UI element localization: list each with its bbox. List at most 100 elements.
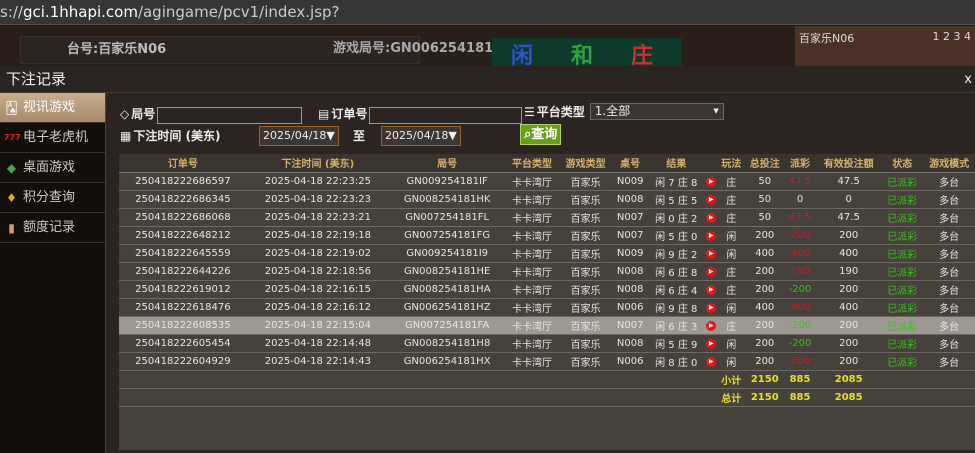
tie-zone: 和: [570, 44, 593, 69]
query-button[interactable]: ⌕查询: [520, 124, 562, 145]
grand_total-payout: 885: [784, 388, 816, 407]
table-row[interactable]: 250418222686597 2025-04-18 22:23:25 GN0092…: [119, 172, 975, 191]
play-video-icon[interactable]: ▶: [706, 231, 717, 241]
play-video-icon[interactable]: ▶: [706, 195, 717, 205]
game-mode: 多台: [922, 334, 975, 353]
sidebar-item-points[interactable]: ♦ 积分查询: [0, 183, 105, 213]
platform: 卡卡湾厅: [505, 244, 559, 263]
play-video-icon[interactable]: ▶: [706, 357, 717, 367]
play-video-icon[interactable]: ▶: [706, 267, 717, 277]
modal-title: 下注记录: [6, 70, 67, 88]
bet-zones: 闲和庄: [492, 38, 682, 69]
play-video-icon[interactable]: ▶: [706, 177, 717, 187]
table-row[interactable]: 250418222648212 2025-04-18 22:19:18 GN0072…: [119, 226, 975, 245]
play-video-icon[interactable]: ▶: [706, 249, 717, 259]
round-input[interactable]: [157, 107, 303, 124]
order-id: 250418222648212: [119, 226, 247, 245]
game-type: 百家乐: [558, 280, 613, 299]
payout: 200: [784, 226, 816, 245]
table-row[interactable]: 250418222686345 2025-04-18 22:23:23 GN0082…: [119, 190, 975, 209]
column-header: 有效投注額: [815, 154, 883, 173]
bet-time: 2025-04-18 22:23:23: [246, 190, 389, 209]
round-id: GN008254181HA: [388, 280, 506, 299]
empty-cell: [922, 388, 975, 407]
payout: -200: [784, 334, 816, 353]
table-row[interactable]: 250418222608535 2025-04-18 22:15:04 GN0072…: [119, 316, 975, 335]
play-video-icon[interactable]: ▶: [706, 285, 717, 295]
address-bar[interactable]: s://gci.1hhapi.com/agingame/pcv1/index.j…: [0, 0, 975, 25]
table-row[interactable]: 250418222686068 2025-04-18 22:23:21 GN0072…: [119, 208, 975, 227]
sidebar-item-credit[interactable]: ▮ 额度记录: [0, 213, 105, 243]
table-row[interactable]: 250418222644226 2025-04-18 22:18:56 GN0082…: [119, 262, 975, 281]
empty-cell: [647, 370, 705, 389]
empty-cell: [119, 388, 247, 407]
play-video-icon[interactable]: ▶: [706, 303, 717, 313]
replay-cell: ▶: [704, 262, 718, 281]
table-no: N009: [612, 172, 648, 191]
valid-bet: 200: [815, 316, 883, 335]
game-mode: 多台: [922, 208, 975, 227]
table-row[interactable]: 250418222645559 2025-04-18 22:19:02 GN0092…: [119, 244, 975, 263]
clipboard-icon: ▤: [318, 106, 330, 121]
bet-time: 2025-04-18 22:19:02: [246, 244, 389, 263]
valid-bet: 400: [815, 298, 883, 317]
subtotal-label: 小计: [717, 370, 745, 389]
bet-side: 庄: [717, 208, 745, 227]
platform: 卡卡湾厅: [505, 262, 559, 281]
result: 闲 5 庄 0: [647, 226, 705, 245]
round-id: GN006254181HX: [388, 352, 506, 371]
sidebar-item-live-games[interactable]: 🂡 视讯游戏: [0, 93, 105, 123]
table-no: N006: [612, 352, 648, 371]
grand_total-label: 总计: [717, 388, 745, 407]
table-row[interactable]: 250418222605454 2025-04-18 22:14:48 GN0082…: [119, 334, 975, 353]
time-filter-label: 下注时间 (美东): [133, 129, 221, 143]
table-no: N009: [612, 244, 648, 263]
table-row[interactable]: 250418222618476 2025-04-18 22:16:12 GN0062…: [119, 298, 975, 317]
sidebar-item-label: 视讯游戏: [23, 99, 76, 115]
sidebar-item-table-games[interactable]: ◆ 桌面游戏: [0, 153, 105, 183]
url-path: /agingame/pcv1/index.jsp?: [137, 3, 340, 21]
total-bet: 200: [744, 226, 785, 245]
payout: 200: [784, 352, 816, 371]
table-row[interactable]: 250418222619012 2025-04-18 22:16:15 GN0082…: [119, 280, 975, 299]
order-id: 250418222618476: [119, 298, 247, 317]
date-to-picker[interactable]: 2025/04/18▼: [381, 126, 461, 146]
bet-side: 闲: [717, 352, 745, 371]
result: 闲 7 庄 8: [647, 172, 705, 191]
bet-side: 庄: [717, 172, 745, 191]
table-row[interactable]: 250418222604929 2025-04-18 22:14:43 GN0062…: [119, 352, 975, 371]
valid-bet: 0: [815, 190, 883, 209]
game-type: 百家乐: [558, 298, 613, 317]
table-no: N008: [612, 280, 648, 299]
empty-cell: [704, 370, 718, 389]
order-input[interactable]: [369, 107, 523, 124]
date-from-picker[interactable]: 2025/04/18▼: [259, 126, 339, 146]
close-button[interactable]: x: [964, 72, 972, 87]
payout: -200: [784, 280, 816, 299]
url-host: gci.1hhapi.com: [22, 3, 138, 21]
replay-cell: ▶: [704, 352, 718, 371]
table-no: N007: [612, 226, 648, 245]
result: 闲 6 庄 4: [647, 280, 705, 299]
empty-cell: [119, 406, 975, 450]
replay-cell: ▶: [704, 226, 718, 245]
platform-select[interactable]: 1.全部: [589, 103, 724, 120]
status: 已派彩: [882, 352, 923, 371]
game-background: 台号:百家乐N06 游戏局号:GN006254181IB 闲 和 庄 百家乐N06 1…: [0, 26, 975, 69]
game-mode: 多台: [922, 262, 975, 281]
game-type: 百家乐: [558, 262, 613, 281]
play-video-icon[interactable]: ▶: [706, 339, 717, 349]
play-video-icon[interactable]: ▶: [706, 213, 717, 223]
subtotal-payout: 885: [784, 370, 816, 389]
table-no: N008: [612, 190, 648, 209]
sidebar-item-slots[interactable]: 777 电子老虎机: [0, 123, 105, 153]
game-mode: 多台: [922, 172, 975, 191]
grand_total-row: 总计 2150 885 2085: [119, 388, 975, 407]
round-id: GN008254181HE: [388, 262, 506, 281]
order-id: 250418222686068: [119, 208, 247, 227]
empty-cell: [558, 388, 613, 407]
round-id: GN007254181FG: [388, 226, 506, 245]
play-video-icon[interactable]: ▶: [706, 321, 717, 331]
replay-cell: ▶: [704, 190, 718, 209]
order-id: 250418222619012: [119, 280, 247, 299]
